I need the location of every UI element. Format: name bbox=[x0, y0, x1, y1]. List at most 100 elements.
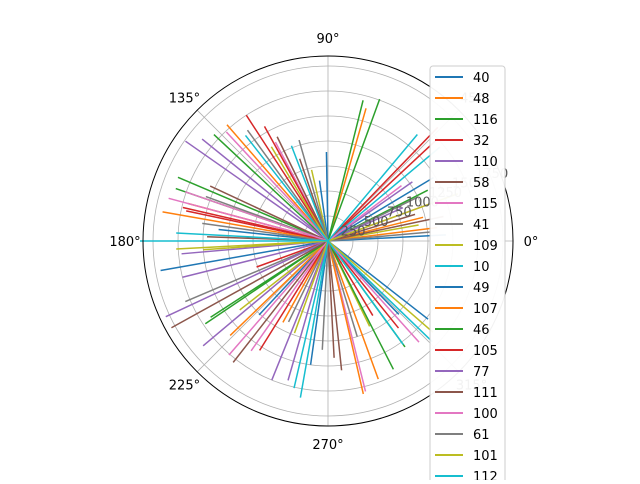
series-46-ray bbox=[204, 240, 329, 325]
series-61-ray bbox=[327, 231, 431, 242]
series-32-ray bbox=[327, 240, 374, 316]
grid-spoke-135 bbox=[196, 109, 329, 242]
legend-label: 101 bbox=[473, 449, 498, 464]
series-101-ray bbox=[203, 240, 329, 251]
series-101 bbox=[203, 146, 458, 334]
series-100-ray bbox=[327, 240, 420, 343]
legend: 40 48 116 32 110 58 115 41 109 10 49 107 46 105 77 111 1… bbox=[429, 65, 506, 484]
series-105-ray bbox=[259, 240, 329, 351]
series-49 bbox=[218, 152, 434, 320]
series-107-ray bbox=[162, 211, 329, 242]
series-111-ray bbox=[209, 185, 329, 242]
series-77-ray bbox=[185, 140, 329, 242]
legend-frame bbox=[429, 65, 506, 484]
legend-label: 48 bbox=[473, 92, 490, 107]
angle-tick-label: 180° bbox=[109, 235, 140, 250]
series-105-ray bbox=[263, 126, 329, 242]
series-77 bbox=[165, 140, 404, 381]
angle-tick-label: 225° bbox=[169, 379, 200, 394]
radial-tick-label: 250 bbox=[341, 224, 366, 239]
series-111-ray bbox=[171, 240, 329, 329]
series-77-ray bbox=[327, 206, 404, 242]
series-110-ray bbox=[271, 240, 329, 381]
legend-label: 40 bbox=[473, 71, 490, 86]
series-49-ray bbox=[327, 240, 429, 320]
radial-tick-label: 750 bbox=[387, 205, 412, 220]
series-46-ray bbox=[213, 134, 329, 242]
legend-label: 77 bbox=[473, 365, 490, 380]
legend-label: 58 bbox=[473, 176, 490, 191]
series-110-ray bbox=[202, 240, 329, 347]
series-49-ray bbox=[327, 177, 434, 242]
series-58-ray bbox=[327, 240, 343, 371]
legend-label: 41 bbox=[473, 218, 490, 233]
series-112-ray bbox=[327, 134, 418, 242]
series-115-ray bbox=[168, 197, 329, 242]
legend-label: 115 bbox=[473, 197, 498, 212]
series-100-ray bbox=[184, 191, 329, 242]
legend-label: 110 bbox=[473, 155, 498, 170]
series-10 bbox=[140, 145, 441, 389]
series-61-ray bbox=[287, 240, 329, 323]
series-100-ray bbox=[225, 131, 329, 242]
legend-label: 10 bbox=[473, 260, 490, 275]
series-46-ray bbox=[327, 98, 381, 242]
series-10-ray bbox=[327, 240, 433, 343]
series-105-ray bbox=[327, 126, 439, 242]
legend-label: 100 bbox=[473, 407, 498, 422]
legend-label: 116 bbox=[473, 113, 498, 128]
legend-label: 109 bbox=[473, 239, 498, 254]
series-110 bbox=[182, 138, 413, 381]
series-61-ray bbox=[202, 222, 329, 242]
series-48-ray bbox=[327, 108, 367, 242]
series-10-ray bbox=[327, 146, 441, 242]
radial-tick-label: 500 bbox=[364, 215, 389, 230]
series-110-ray bbox=[201, 138, 329, 242]
series-41-ray bbox=[246, 129, 329, 242]
series-107-ray bbox=[229, 240, 329, 337]
series-112-ray bbox=[299, 240, 329, 398]
series-116-ray bbox=[327, 100, 364, 242]
series-100-ray bbox=[228, 240, 329, 356]
angle-tick-label: 0° bbox=[524, 235, 539, 250]
polar-data-lines bbox=[140, 98, 458, 398]
legend-label: 49 bbox=[473, 281, 490, 296]
series-49-ray bbox=[325, 152, 329, 242]
legend-label: 32 bbox=[473, 134, 490, 149]
series-112-ray bbox=[327, 240, 404, 345]
series-112 bbox=[176, 134, 418, 398]
series-40-ray bbox=[318, 180, 329, 242]
series-10-ray bbox=[290, 145, 329, 242]
series-61-ray bbox=[327, 240, 358, 337]
series-105-ray bbox=[327, 240, 400, 329]
series-115-ray bbox=[250, 240, 329, 352]
series-111-ray bbox=[327, 215, 444, 242]
series-48-ray bbox=[327, 240, 379, 380]
series-116-ray bbox=[177, 176, 329, 242]
angle-tick-label: 90° bbox=[316, 32, 339, 47]
series-101-ray bbox=[327, 240, 434, 333]
series-10-ray bbox=[293, 240, 329, 389]
legend-label: 111 bbox=[473, 386, 498, 401]
legend-label: 105 bbox=[473, 344, 498, 359]
series-61-ray bbox=[298, 139, 329, 242]
series-109-ray bbox=[239, 240, 329, 311]
series-41-ray bbox=[185, 240, 329, 303]
series-112-ray bbox=[244, 134, 329, 242]
series-111-ray bbox=[327, 240, 335, 358]
series-77-ray bbox=[165, 240, 329, 318]
series-32-ray bbox=[327, 138, 439, 242]
legend-label: 61 bbox=[473, 428, 490, 443]
series-105 bbox=[182, 126, 439, 351]
series-105-ray bbox=[182, 206, 329, 242]
series-32-ray bbox=[245, 114, 329, 242]
angle-tick-label: 270° bbox=[312, 438, 343, 453]
series-111-ray bbox=[276, 136, 329, 242]
series-101-ray bbox=[293, 240, 329, 334]
legend-label: 107 bbox=[473, 302, 498, 317]
legend-label: 112 bbox=[473, 470, 498, 480]
series-41-ray bbox=[321, 240, 329, 350]
series-100-ray bbox=[327, 185, 402, 242]
